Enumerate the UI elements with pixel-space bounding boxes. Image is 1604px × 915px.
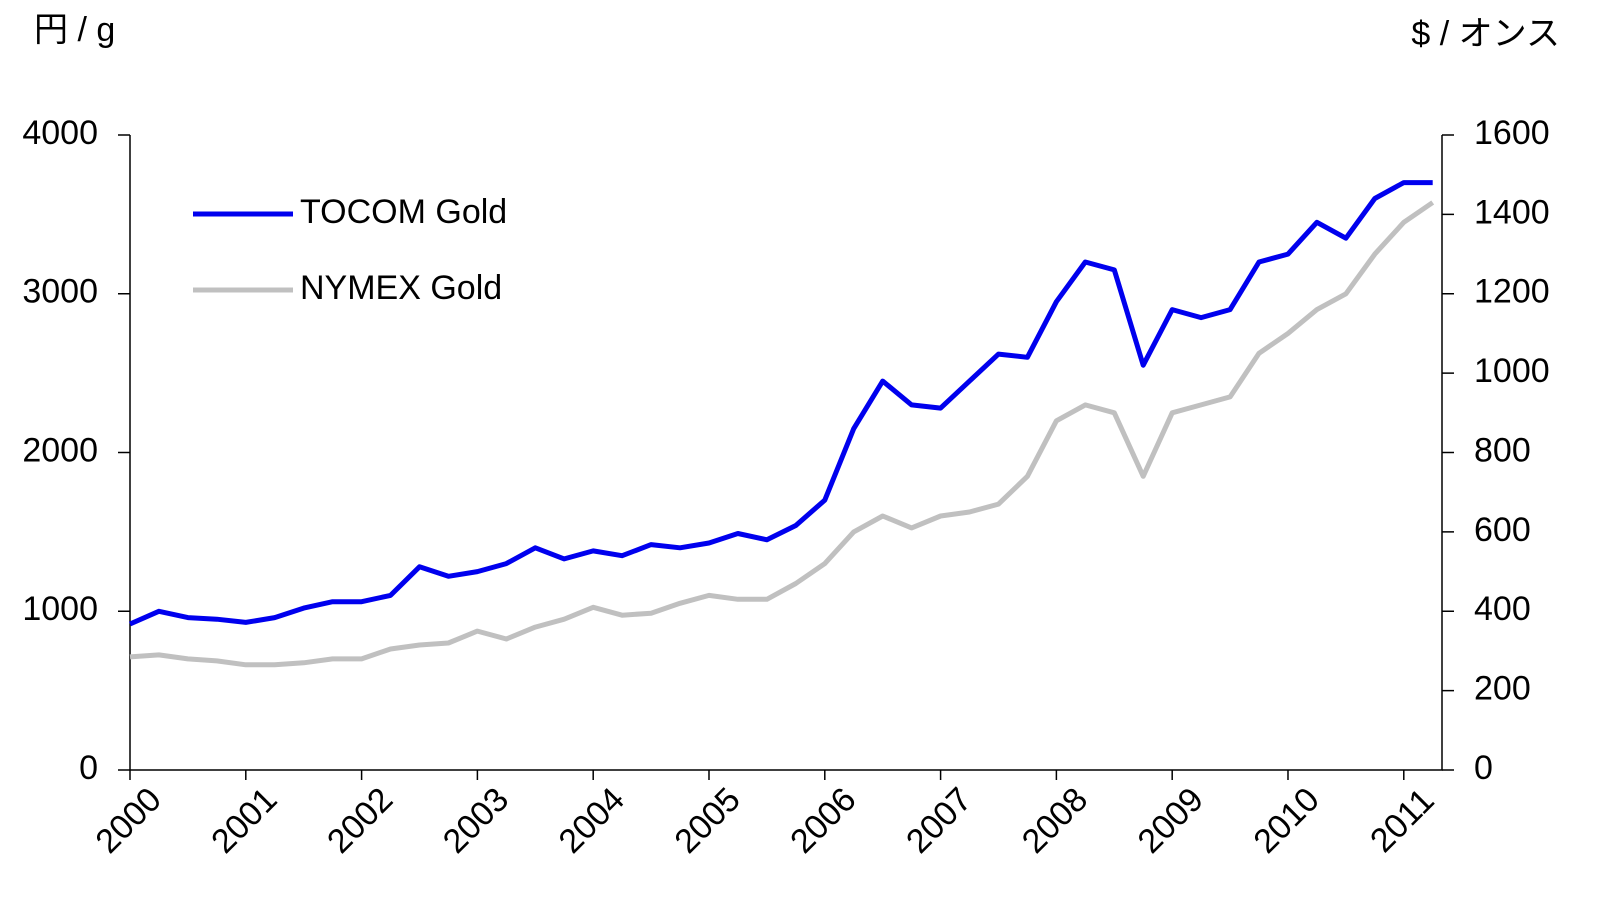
- x-tick-label: 2007: [899, 780, 979, 860]
- legend-label: NYMEX Gold: [300, 269, 502, 307]
- y2-tick-label: 400: [1474, 590, 1531, 628]
- x-tick-label: 2003: [436, 780, 516, 860]
- x-tick-label: 2001: [204, 780, 284, 860]
- y2-axis-label: $ / オンス: [1411, 15, 1560, 53]
- x-tick-label: 2008: [1015, 780, 1095, 860]
- y-tick-label: 2000: [22, 431, 98, 469]
- y2-tick-label: 600: [1474, 511, 1531, 549]
- x-tick-label: 2010: [1246, 780, 1326, 860]
- x-tick-label: 2002: [320, 780, 400, 860]
- y2-tick-label: 200: [1474, 670, 1531, 708]
- y2-tick-label: 1000: [1474, 352, 1550, 390]
- y2-tick-label: 1400: [1474, 193, 1550, 231]
- y2-tick-label: 1600: [1474, 114, 1550, 152]
- legend-label: TOCOM Gold: [300, 193, 507, 231]
- y-tick-label: 4000: [22, 114, 98, 152]
- y-axis-label: 円 / g: [34, 11, 115, 49]
- y2-tick-label: 800: [1474, 431, 1531, 469]
- y-tick-label: 0: [79, 749, 98, 787]
- x-tick-label: 2000: [88, 780, 168, 860]
- x-tick-label: 2011: [1363, 781, 1442, 860]
- y2-tick-label: 1200: [1474, 273, 1550, 311]
- x-tick-label: 2004: [552, 780, 632, 860]
- x-tick-label: 2009: [1131, 780, 1211, 860]
- y-tick-label: 3000: [22, 273, 98, 311]
- y2-tick-label: 0: [1474, 749, 1493, 787]
- series-line: [129, 200, 1435, 668]
- series-line: [128, 180, 1433, 627]
- x-tick-label: 2006: [783, 780, 863, 860]
- y-tick-label: 1000: [22, 590, 98, 628]
- x-tick-label: 2005: [667, 780, 747, 860]
